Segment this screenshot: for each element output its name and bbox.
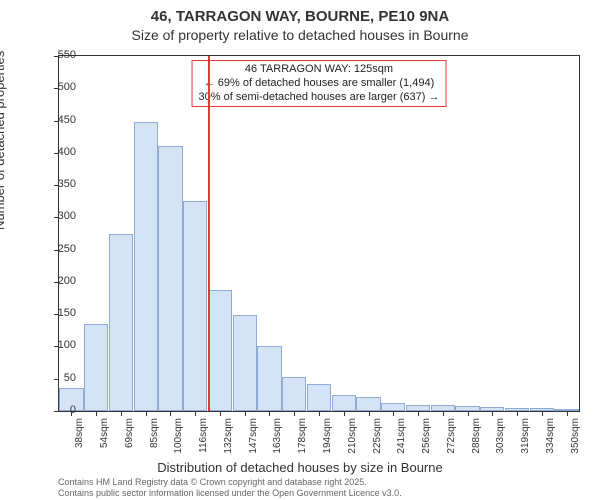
- x-tick-label: 163sqm: [272, 418, 283, 454]
- y-tick-label: 150: [46, 307, 76, 319]
- x-tick-label: 178sqm: [297, 418, 308, 454]
- footer-line1: Contains HM Land Registry data © Crown c…: [58, 477, 402, 487]
- x-tick-mark: [567, 411, 568, 416]
- y-tick-label: 100: [46, 339, 76, 351]
- x-tick-mark: [269, 411, 270, 416]
- annotation-line1: 46 TARRAGON WAY: 125sqm: [199, 63, 440, 77]
- y-tick-label: 300: [46, 210, 76, 222]
- histogram-bar: [282, 377, 306, 411]
- x-tick-label: 210sqm: [347, 418, 358, 454]
- x-tick-mark: [294, 411, 295, 416]
- x-tick-mark: [369, 411, 370, 416]
- y-tick-label: 400: [46, 146, 76, 158]
- x-tick-mark: [220, 411, 221, 416]
- x-tick-mark: [542, 411, 543, 416]
- y-tick-label: 0: [46, 404, 76, 416]
- x-tick-label: 303sqm: [495, 418, 506, 454]
- annotation-box: 46 TARRAGON WAY: 125sqm ← 69% of detache…: [192, 60, 447, 107]
- x-tick-label: 350sqm: [570, 418, 581, 454]
- x-tick-mark: [443, 411, 444, 416]
- x-tick-label: 334sqm: [545, 418, 556, 454]
- footer-attribution: Contains HM Land Registry data © Crown c…: [58, 477, 402, 498]
- x-tick-label: 85sqm: [149, 418, 160, 448]
- histogram-bar: [208, 290, 232, 411]
- x-tick-mark: [245, 411, 246, 416]
- x-tick-label: 256sqm: [421, 418, 432, 454]
- x-tick-mark: [121, 411, 122, 416]
- histogram-bar: [84, 324, 108, 411]
- histogram-bar: [158, 146, 182, 411]
- x-tick-label: 116sqm: [198, 418, 209, 453]
- x-tick-label: 241sqm: [396, 418, 407, 454]
- histogram-bar: [307, 384, 331, 411]
- histogram-bar: [257, 346, 281, 411]
- x-tick-mark: [319, 411, 320, 416]
- x-tick-mark: [96, 411, 97, 416]
- x-tick-mark: [170, 411, 171, 416]
- x-tick-label: 194sqm: [322, 418, 333, 454]
- x-tick-label: 38sqm: [74, 418, 85, 448]
- y-tick-label: 200: [46, 275, 76, 287]
- x-tick-label: 147sqm: [248, 418, 259, 454]
- y-tick-label: 250: [46, 243, 76, 255]
- annotation-line2: ← 69% of detached houses are smaller (1,…: [199, 77, 440, 91]
- y-tick-label: 50: [46, 372, 76, 384]
- x-tick-mark: [393, 411, 394, 416]
- y-tick-label: 450: [46, 114, 76, 126]
- x-tick-label: 54sqm: [99, 418, 110, 448]
- x-tick-label: 132sqm: [223, 418, 234, 454]
- chart-title-address: 46, TARRAGON WAY, BOURNE, PE10 9NA: [0, 8, 600, 25]
- plot-area: 46 TARRAGON WAY: 125sqm ← 69% of detache…: [58, 55, 580, 412]
- histogram-bar: [381, 403, 405, 411]
- x-tick-mark: [146, 411, 147, 416]
- x-tick-label: 319sqm: [520, 418, 531, 454]
- x-tick-mark: [195, 411, 196, 416]
- x-tick-label: 100sqm: [173, 418, 184, 454]
- x-tick-label: 69sqm: [124, 418, 135, 448]
- histogram-bar: [183, 201, 207, 411]
- x-tick-mark: [418, 411, 419, 416]
- x-tick-mark: [344, 411, 345, 416]
- y-tick-label: 350: [46, 178, 76, 190]
- reference-line: [208, 56, 210, 411]
- x-tick-mark: [517, 411, 518, 416]
- x-axis-label: Distribution of detached houses by size …: [0, 460, 600, 475]
- chart-subtitle: Size of property relative to detached ho…: [0, 27, 600, 43]
- histogram-bar: [233, 315, 257, 411]
- histogram-bar: [332, 395, 356, 411]
- x-tick-label: 288sqm: [471, 418, 482, 454]
- y-axis-label: Number of detached properties: [0, 51, 7, 230]
- histogram-bar: [109, 234, 133, 412]
- x-tick-mark: [492, 411, 493, 416]
- y-tick-label: 500: [46, 81, 76, 93]
- histogram-bar: [356, 397, 380, 411]
- y-tick-label: 550: [46, 49, 76, 61]
- x-tick-mark: [468, 411, 469, 416]
- footer-line2: Contains public sector information licen…: [58, 488, 402, 498]
- annotation-line3: 30% of semi-detached houses are larger (…: [199, 91, 440, 105]
- x-tick-label: 272sqm: [446, 418, 457, 454]
- histogram-bar: [134, 122, 158, 411]
- x-tick-label: 225sqm: [372, 418, 383, 454]
